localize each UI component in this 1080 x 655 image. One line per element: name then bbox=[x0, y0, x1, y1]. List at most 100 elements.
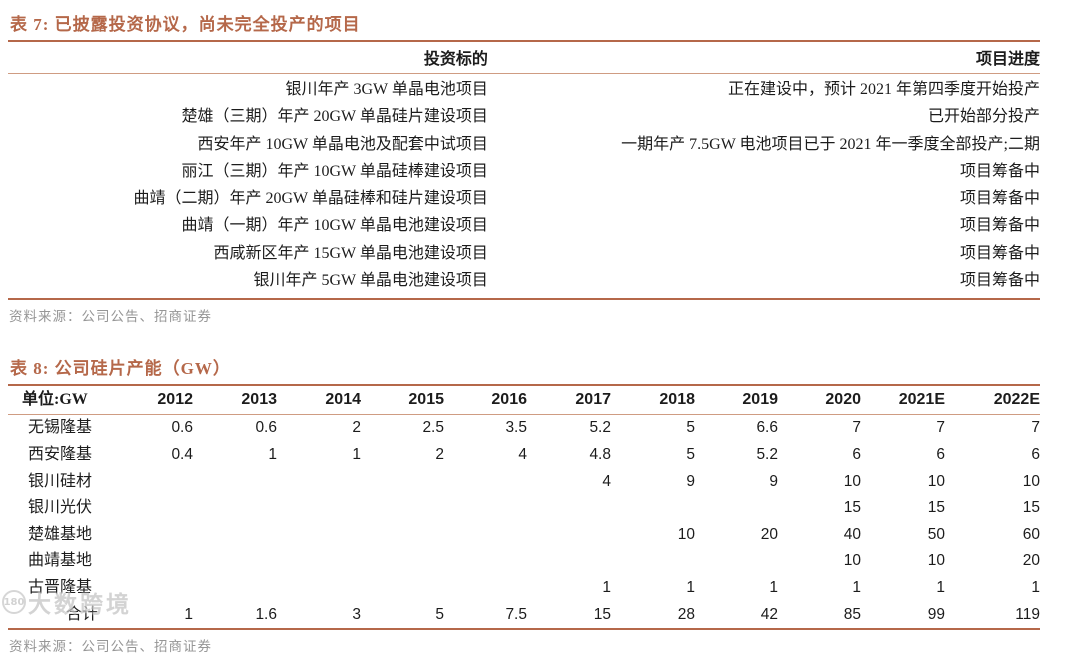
capacity-value-cell: 9 bbox=[769, 472, 778, 490]
capacity-value-cell bbox=[527, 522, 611, 549]
project-progress-cell: 项目筹备中 bbox=[959, 162, 1040, 180]
capacity-value-cell: 10 bbox=[927, 472, 945, 490]
capacity-value-cell: 40 bbox=[843, 525, 861, 543]
capacity-table-head: 单位:GW 2012 2013 2014 2015 2016 2017 2018 2019 20… bbox=[8, 386, 1040, 415]
capacity-value-cell: 2 bbox=[435, 445, 444, 463]
capacity-value-cell bbox=[695, 495, 778, 522]
capacity-value-cell: 1 bbox=[936, 578, 945, 596]
capacity-value-cell: 2 bbox=[352, 419, 361, 437]
capacity-value-cell: 15 bbox=[593, 605, 611, 623]
table-row: 无锡隆基 0.6 0.6 2 2.5 3.5 5.2 5 6.6 7 7 7 bbox=[8, 415, 1040, 442]
table7-bottom-rule bbox=[8, 298, 1040, 301]
year-header-cell: 2018 bbox=[659, 391, 695, 409]
unit-header-cell: 单位:GW bbox=[22, 391, 88, 409]
table-row: 合计 1 1.6 3 5 7.5 15 28 42 85 99 119 bbox=[8, 602, 1040, 629]
capacity-value-cell bbox=[193, 575, 277, 602]
capacity-value-cell: 5.2 bbox=[589, 419, 611, 437]
year-header-cell: 2016 bbox=[491, 391, 527, 409]
capacity-value-cell: 0.6 bbox=[171, 419, 193, 437]
table-row: 银川年产 5GW 单晶电池建设项目 项目筹备中 bbox=[8, 267, 1040, 294]
project-progress-cell: 项目筹备中 bbox=[959, 217, 1040, 235]
capacity-value-cell: 4.8 bbox=[589, 445, 611, 463]
capacity-value-cell: 10 bbox=[1022, 472, 1040, 490]
project-progress-cell: 一期年产 7.5GW 电池项目已于 2021 年一季度全部投产;二期 bbox=[621, 135, 1040, 153]
capacity-value-cell bbox=[126, 575, 193, 602]
capacity-value-cell: 5.2 bbox=[756, 445, 778, 463]
capacity-value-cell bbox=[361, 469, 444, 496]
table8-section: 表 8: 公司硅片产能（GW） 单位:GW 2012 2013 2014 2015 20… bbox=[8, 352, 1040, 655]
capacity-value-cell bbox=[611, 495, 695, 522]
capacity-value-cell: 20 bbox=[1022, 552, 1040, 570]
year-header-cell: 2017 bbox=[575, 391, 611, 409]
project-target-cell: 丽江（三期）年产 10GW 单晶硅棒建设项目 bbox=[181, 162, 488, 180]
site-label-cell: 无锡隆基 bbox=[28, 419, 93, 437]
capacity-value-cell: 15 bbox=[927, 499, 945, 517]
project-progress-cell: 已开始部分投产 bbox=[927, 108, 1040, 126]
capacity-value-cell bbox=[277, 522, 361, 549]
site-label-cell: 古晋隆基 bbox=[28, 578, 93, 596]
table-row: 西咸新区年产 15GW 单晶电池建设项目 项目筹备中 bbox=[8, 240, 1040, 267]
capacity-value-cell bbox=[193, 522, 277, 549]
table-row: 丽江（三期）年产 10GW 单晶硅棒建设项目 项目筹备中 bbox=[8, 158, 1040, 185]
site-label-cell: 银川光伏 bbox=[28, 499, 93, 517]
capacity-value-cell bbox=[126, 522, 193, 549]
capacity-table-body: 无锡隆基 0.6 0.6 2 2.5 3.5 5.2 5 6.6 7 7 7 西安隆基 0.4 1 1 2 4 4.… bbox=[8, 415, 1040, 628]
site-label-cell: 银川硅材 bbox=[28, 472, 93, 490]
capacity-value-cell bbox=[611, 548, 695, 575]
capacity-value-cell bbox=[444, 495, 527, 522]
project-target-cell: 曲靖（二期）年产 20GW 单晶硅棒和硅片建设项目 bbox=[133, 190, 488, 208]
table-row: 曲靖（一期）年产 10GW 单晶电池建设项目 项目筹备中 bbox=[8, 212, 1040, 239]
table7-top-rule bbox=[8, 40, 1040, 42]
project-progress-cell: 项目筹备中 bbox=[959, 272, 1040, 290]
capacity-table: 单位:GW 2012 2013 2014 2015 2016 2017 2018 2019 20… bbox=[8, 386, 1040, 628]
table7-body: 银川年产 3GW 单晶电池项目 正在建设中，预计 2021 年第四季度开始投产楚雄… bbox=[8, 74, 1040, 298]
capacity-value-cell: 10 bbox=[843, 472, 861, 490]
capacity-value-cell: 1 bbox=[268, 445, 277, 463]
table-row: 银川硅材 4 9 9 10 10 10 bbox=[8, 469, 1040, 496]
year-header-cell: 2020 bbox=[825, 391, 861, 409]
capacity-value-cell: 15 bbox=[843, 499, 861, 517]
capacity-value-cell bbox=[126, 495, 193, 522]
capacity-value-cell bbox=[361, 548, 444, 575]
project-target-cell: 银川年产 3GW 单晶电池项目 bbox=[285, 81, 488, 98]
year-header-cell: 2014 bbox=[325, 391, 361, 409]
capacity-value-cell: 9 bbox=[686, 472, 695, 490]
year-header-cell: 2012 bbox=[157, 391, 193, 409]
project-target-cell: 曲靖（一期）年产 10GW 单晶电池建设项目 bbox=[181, 217, 488, 235]
capacity-value-cell: 119 bbox=[1015, 605, 1040, 623]
capacity-value-cell: 6 bbox=[1031, 445, 1040, 463]
project-target-cell: 银川年产 5GW 单晶电池建设项目 bbox=[253, 272, 488, 290]
table-row: 曲靖基地 10 10 20 bbox=[8, 548, 1040, 575]
capacity-value-cell bbox=[444, 469, 527, 496]
capacity-value-cell: 6.6 bbox=[756, 419, 778, 437]
year-header-cell: 2021E bbox=[898, 391, 945, 409]
capacity-value-cell: 1 bbox=[184, 605, 193, 623]
table7-title: 表 7: 已披露投资协议，尚未完全投产的项目 bbox=[10, 15, 361, 34]
capacity-value-cell bbox=[193, 469, 277, 496]
capacity-value-cell: 85 bbox=[843, 605, 861, 623]
project-target-cell: 楚雄（三期）年产 20GW 单晶硅片建设项目 bbox=[181, 108, 488, 126]
table7-header-progress: 项目进度 bbox=[975, 51, 1040, 68]
capacity-value-cell bbox=[444, 522, 527, 549]
capacity-value-cell: 28 bbox=[677, 605, 695, 623]
capacity-value-cell bbox=[527, 548, 611, 575]
table-row: 楚雄基地 10 20 40 50 60 bbox=[8, 522, 1040, 549]
table8-source-note: 资料来源：公司公告、招商证券 bbox=[9, 639, 212, 655]
project-target-cell: 西咸新区年产 15GW 单晶电池建设项目 bbox=[213, 244, 488, 262]
year-header-cell: 2015 bbox=[408, 391, 444, 409]
site-label-cell: 西安隆基 bbox=[28, 445, 93, 463]
table-row: 西安隆基 0.4 1 1 2 4 4.8 5 5.2 6 6 6 bbox=[8, 442, 1040, 469]
capacity-value-cell: 0.6 bbox=[255, 419, 277, 437]
capacity-value-cell: 10 bbox=[677, 525, 695, 543]
capacity-value-cell: 1 bbox=[686, 578, 695, 596]
capacity-value-cell: 0.4 bbox=[171, 445, 193, 463]
capacity-value-cell bbox=[193, 495, 277, 522]
capacity-value-cell: 15 bbox=[1022, 499, 1040, 517]
capacity-header-row: 单位:GW 2012 2013 2014 2015 2016 2017 2018 2019 20… bbox=[8, 386, 1040, 415]
site-label-cell: 合计 bbox=[66, 605, 99, 623]
table7-source-note: 资料来源：公司公告、招商证券 bbox=[9, 309, 212, 325]
project-progress-cell: 正在建设中，预计 2021 年第四季度开始投产 bbox=[727, 81, 1040, 98]
capacity-value-cell: 7.5 bbox=[505, 605, 527, 623]
capacity-value-cell: 7 bbox=[852, 419, 861, 437]
capacity-value-cell bbox=[126, 548, 193, 575]
